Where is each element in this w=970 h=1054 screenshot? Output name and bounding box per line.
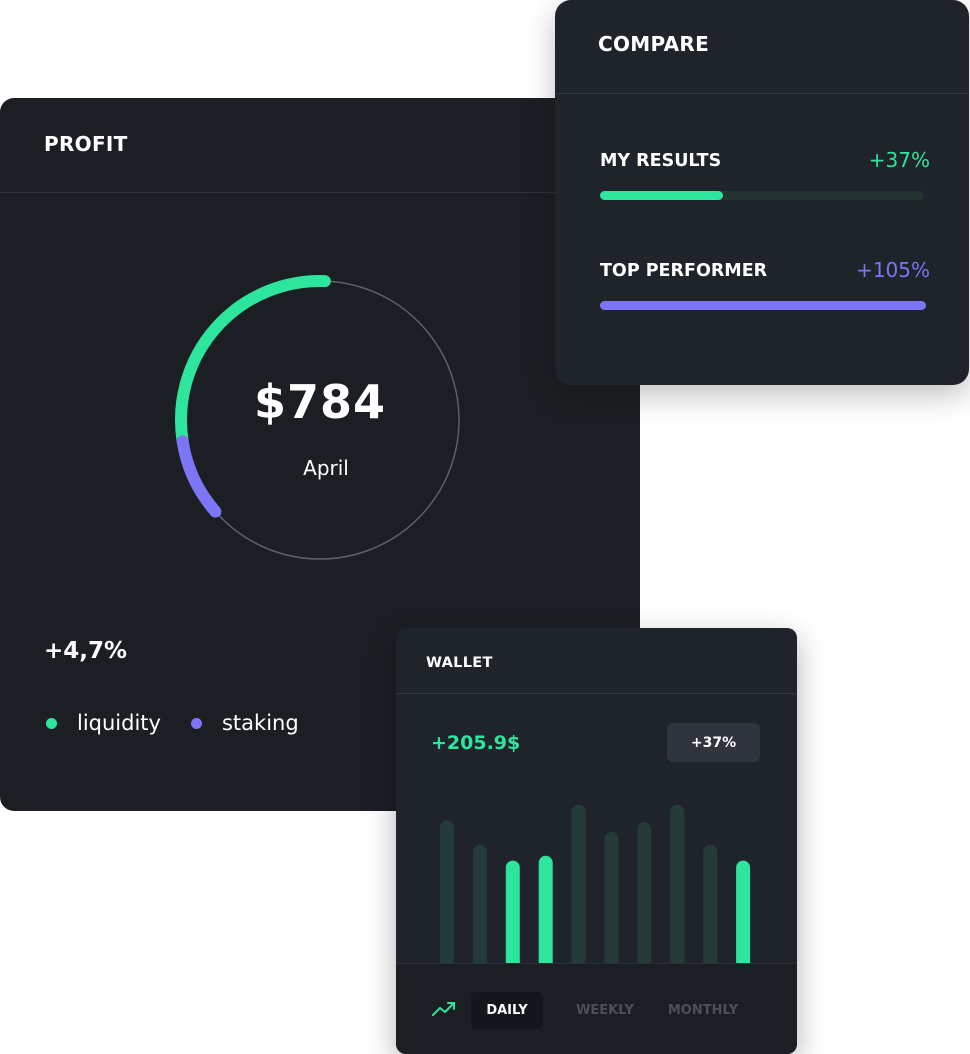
- wallet-bar: [440, 820, 454, 971]
- wallet-change-badge: +37%: [667, 723, 760, 762]
- wallet-bar: [571, 804, 586, 971]
- wallet-footer: DAILY WEEKLY MONTHLY: [396, 963, 797, 1054]
- wallet-bar-chart: [440, 804, 751, 971]
- profit-legend: liquidity staking: [46, 711, 329, 735]
- profit-amount: $784: [253, 375, 387, 429]
- legend-item-staking: staking: [190, 711, 299, 735]
- wallet-bar: [505, 860, 520, 971]
- legend-dot-liquidity: [46, 717, 57, 729]
- wallet-bar: [736, 860, 751, 971]
- donut-arc-liquidity: [175, 275, 331, 448]
- legend-label-liquidity: liquidity: [77, 711, 161, 735]
- my-results-label: MY RESULTS: [600, 151, 722, 171]
- tab-monthly[interactable]: MONTHLY: [667, 1003, 739, 1018]
- trend-up-icon: [432, 1002, 455, 1016]
- compare-title: COMPARE: [598, 32, 710, 56]
- compare-header: COMPARE: [555, 0, 969, 94]
- compare-card: COMPARE MY RESULTS +37% TOP PERFORMER +1…: [555, 0, 969, 385]
- my-results-value: +37%: [868, 148, 930, 172]
- top-performer-progress-track: [600, 301, 926, 310]
- wallet-bar: [472, 844, 487, 971]
- wallet-bar: [670, 804, 685, 971]
- profit-change: +4,7%: [44, 638, 128, 664]
- my-results-progress-fill: [600, 191, 724, 200]
- my-results-progress-track: [600, 191, 924, 200]
- wallet-bar: [637, 822, 652, 971]
- tab-weekly[interactable]: WEEKLY: [576, 1003, 634, 1018]
- legend-item-liquidity: liquidity: [46, 711, 161, 735]
- top-performer-value: +105%: [856, 258, 930, 282]
- profit-title: PROFIT: [44, 132, 128, 156]
- donut-arc-staking: [176, 435, 222, 518]
- profit-donut-chart: [175, 275, 460, 560]
- profit-card: PROFIT $784 April +4,7% liquidity stakin…: [0, 98, 640, 811]
- wallet-amount: +205.9$: [431, 732, 521, 754]
- legend-dot-staking: [190, 717, 202, 729]
- top-performer-progress-fill: [600, 301, 926, 310]
- tab-daily[interactable]: DAILY: [471, 992, 543, 1029]
- wallet-title: WALLET: [426, 655, 493, 671]
- wallet-bar: [703, 844, 718, 971]
- wallet-bar: [538, 855, 553, 971]
- wallet-header: WALLET: [396, 628, 797, 694]
- wallet-card: WALLET +205.9$ +37% DAILY WEEKLY MONTHLY: [396, 628, 797, 1054]
- profit-month: April: [303, 456, 349, 480]
- legend-label-staking: staking: [221, 711, 299, 735]
- profit-header: PROFIT: [0, 98, 640, 193]
- top-performer-label: TOP PERFORMER: [600, 261, 768, 281]
- wallet-bar: [604, 831, 619, 971]
